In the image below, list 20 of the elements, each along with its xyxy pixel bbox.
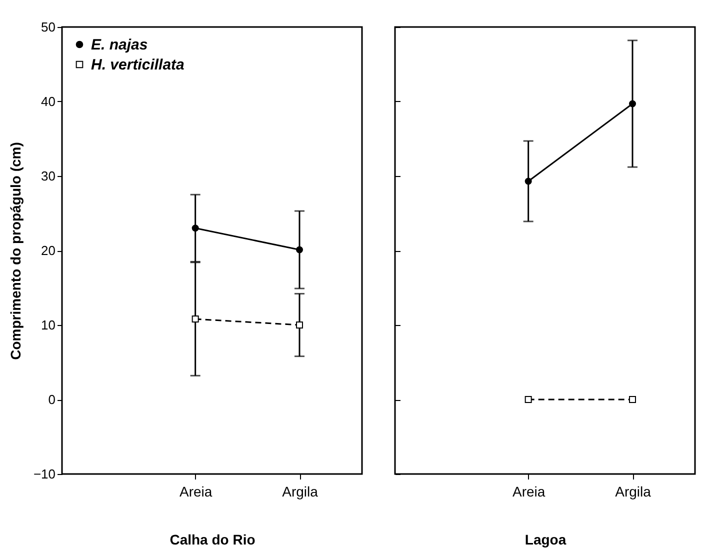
- point: [296, 322, 303, 328]
- point: [296, 246, 303, 254]
- x-tick-label: Argila: [615, 484, 652, 500]
- x-axis-title: Lagoa: [524, 532, 566, 548]
- y-tick-label: 40: [41, 94, 56, 109]
- y-tick-label: 20: [41, 243, 56, 258]
- y-tick-label: 10: [41, 318, 56, 332]
- y-axis-title: Comprimento do propágulo (cm): [7, 142, 24, 360]
- x-tick-label: Areia: [512, 484, 546, 500]
- legend-label: H. verticillata: [91, 56, 184, 74]
- y-tick-label: 0: [48, 392, 56, 407]
- x-tick-label: Areia: [179, 484, 212, 500]
- x-tick-label: Argila: [282, 484, 318, 500]
- point: [192, 224, 199, 232]
- y-tick-label: 30: [41, 168, 56, 184]
- x-axis-title: Calha do Rio: [170, 532, 256, 548]
- legend-label: E. najas: [91, 36, 148, 54]
- y-tick-label: −10: [33, 466, 56, 482]
- point: [192, 316, 199, 323]
- y-tick-label: 50: [41, 20, 56, 34]
